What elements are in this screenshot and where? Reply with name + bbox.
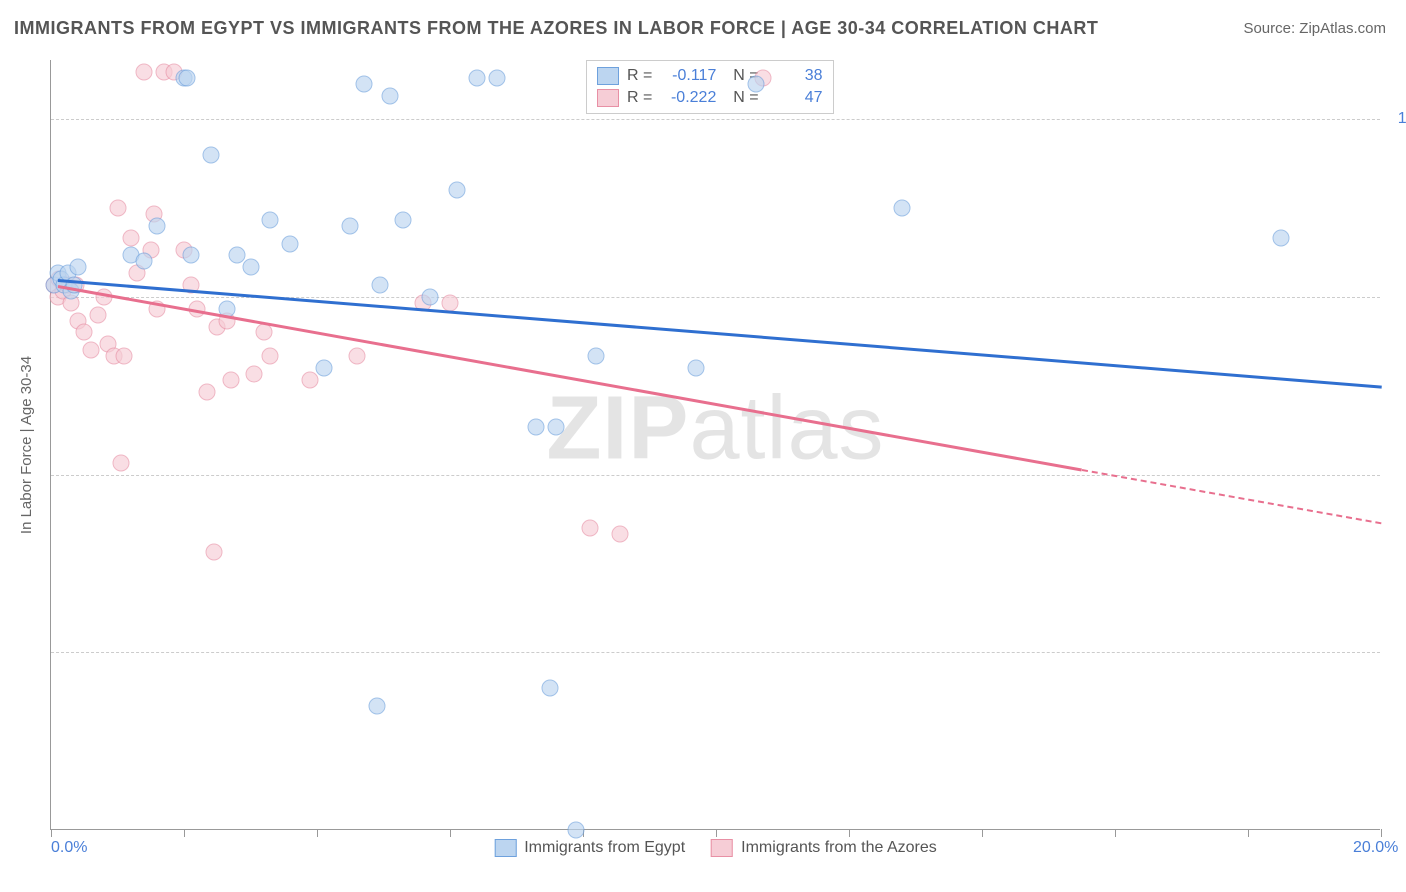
y-axis-label: In Labor Force | Age 30-34 — [18, 356, 35, 534]
scatter-point — [442, 294, 459, 311]
stats-legend-box: R = -0.117 N = 38 R = -0.222 N = 47 — [586, 60, 834, 114]
scatter-point — [255, 324, 272, 341]
scatter-point — [136, 63, 153, 80]
x-tick — [317, 829, 318, 837]
watermark: ZIPatlas — [546, 378, 884, 481]
bottom-legend: Immigrants from Egypt Immigrants from th… — [494, 839, 937, 857]
plot-area: ZIPatlas R = -0.117 N = 38 R = -0.222 N … — [50, 60, 1380, 830]
scatter-point — [747, 75, 764, 92]
scatter-point — [315, 360, 332, 377]
chart-title: IMMIGRANTS FROM EGYPT VS IMMIGRANTS FROM… — [14, 18, 1098, 39]
scatter-point — [342, 217, 359, 234]
scatter-point — [202, 146, 219, 163]
scatter-point — [541, 679, 558, 696]
grid-line-h — [51, 475, 1380, 476]
scatter-point — [149, 217, 166, 234]
swatch-series-1 — [597, 67, 619, 85]
grid-line-h — [51, 119, 1380, 120]
x-tick — [1115, 829, 1116, 837]
trend-line — [57, 285, 1082, 471]
x-tick-label: 0.0% — [51, 839, 87, 857]
scatter-point — [242, 259, 259, 276]
scatter-point — [894, 200, 911, 217]
scatter-point — [116, 348, 133, 365]
trend-line-dashed — [1082, 469, 1382, 524]
legend-label-1: Immigrants from Egypt — [524, 839, 685, 857]
stats-r-label: R = — [627, 67, 652, 85]
scatter-point — [548, 419, 565, 436]
stats-n-value-1: 38 — [767, 67, 823, 85]
scatter-point — [372, 277, 389, 294]
scatter-point — [182, 247, 199, 264]
legend-label-2: Immigrants from the Azores — [741, 839, 937, 857]
legend-item-2: Immigrants from the Azores — [711, 839, 937, 857]
stats-n-value-2: 47 — [767, 89, 823, 107]
scatter-point — [395, 211, 412, 228]
legend-swatch-2 — [711, 839, 733, 857]
scatter-point — [112, 454, 129, 471]
scatter-point — [136, 253, 153, 270]
scatter-point — [199, 383, 216, 400]
x-tick — [450, 829, 451, 837]
x-tick-label: 20.0% — [1353, 839, 1398, 857]
scatter-point — [688, 360, 705, 377]
stats-r-value-2: -0.222 — [660, 89, 716, 107]
swatch-series-2 — [597, 89, 619, 107]
scatter-point — [581, 519, 598, 536]
scatter-point — [76, 324, 93, 341]
scatter-point — [588, 348, 605, 365]
stats-row-series-1: R = -0.117 N = 38 — [597, 65, 823, 87]
scatter-point — [488, 69, 505, 86]
stats-r-value-1: -0.117 — [660, 67, 716, 85]
scatter-point — [89, 306, 106, 323]
scatter-point — [109, 200, 126, 217]
scatter-point — [262, 348, 279, 365]
scatter-point — [422, 288, 439, 305]
scatter-point — [69, 259, 86, 276]
scatter-point — [368, 697, 385, 714]
x-tick — [982, 829, 983, 837]
y-tick-label: 100.0% — [1398, 110, 1406, 128]
legend-item-1: Immigrants from Egypt — [494, 839, 685, 857]
scatter-point — [348, 348, 365, 365]
scatter-point — [205, 543, 222, 560]
correlation-chart: IMMIGRANTS FROM EGYPT VS IMMIGRANTS FROM… — [0, 0, 1406, 892]
scatter-point — [468, 69, 485, 86]
scatter-point — [179, 69, 196, 86]
x-tick — [1381, 829, 1382, 837]
scatter-point — [302, 371, 319, 388]
stats-row-series-2: R = -0.222 N = 47 — [597, 87, 823, 109]
x-tick — [716, 829, 717, 837]
stats-r-label: R = — [627, 89, 652, 107]
scatter-point — [262, 211, 279, 228]
scatter-point — [528, 419, 545, 436]
scatter-point — [382, 87, 399, 104]
scatter-point — [222, 371, 239, 388]
scatter-point — [568, 822, 585, 839]
scatter-point — [355, 75, 372, 92]
x-tick — [849, 829, 850, 837]
scatter-point — [122, 229, 139, 246]
x-tick — [184, 829, 185, 837]
x-tick — [51, 829, 52, 837]
legend-swatch-1 — [494, 839, 516, 857]
scatter-point — [1273, 229, 1290, 246]
grid-line-h — [51, 652, 1380, 653]
scatter-point — [82, 342, 99, 359]
source-attribution: Source: ZipAtlas.com — [1243, 20, 1386, 37]
scatter-point — [448, 182, 465, 199]
x-tick — [1248, 829, 1249, 837]
scatter-point — [245, 365, 262, 382]
scatter-point — [611, 525, 628, 542]
scatter-point — [282, 235, 299, 252]
